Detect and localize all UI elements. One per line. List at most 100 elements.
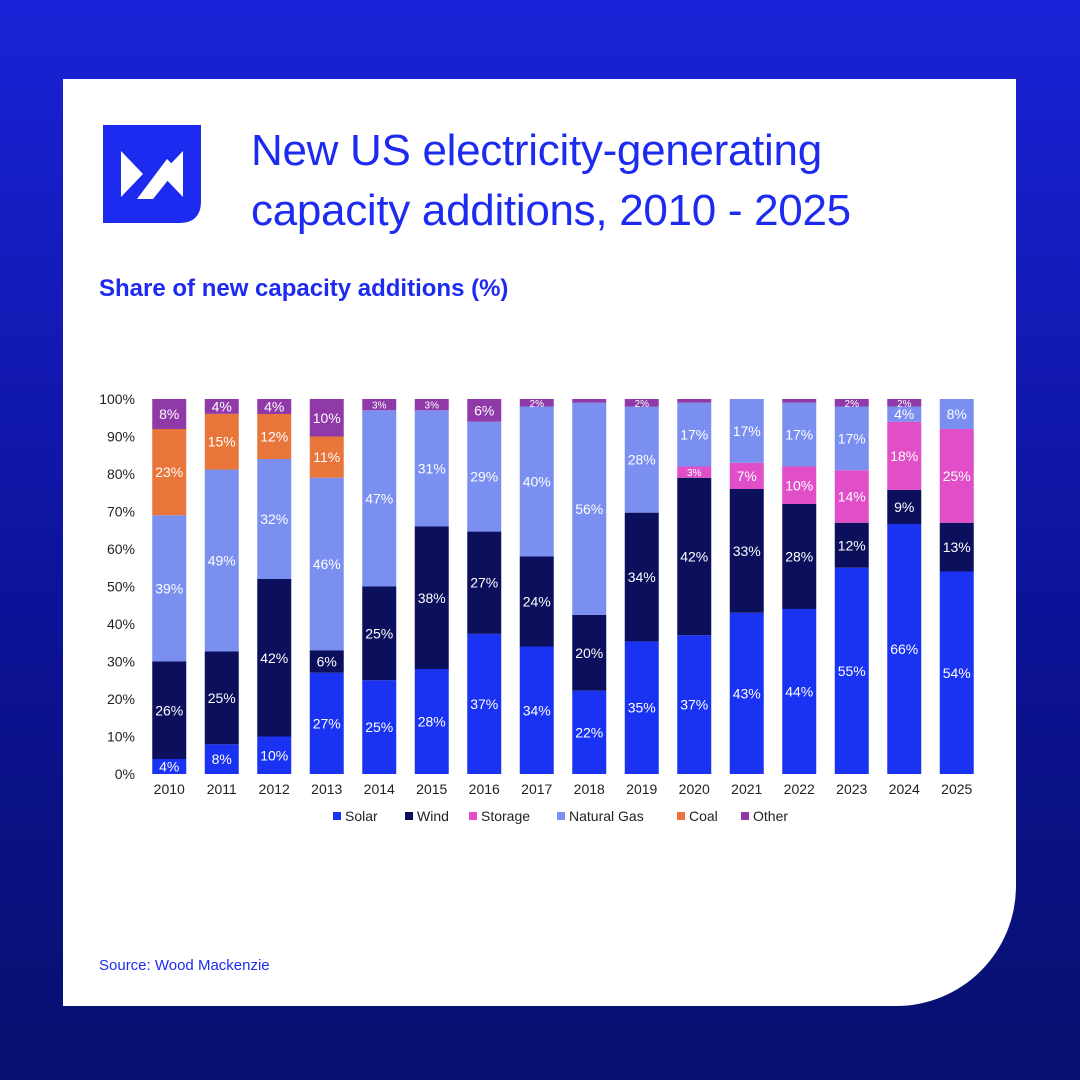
bar-other-2013 [309,399,344,437]
data-label: 4% [264,399,284,415]
data-label: 4% [894,406,914,422]
data-label: 12% [260,429,288,445]
data-label: 10% [313,410,341,426]
bar-natural-gas-2024 [887,406,922,422]
bar-natural-gas-2014 [362,410,397,587]
bar-wind-2025 [939,522,974,572]
data-label: 40% [523,474,551,490]
bar-other-2014 [362,399,397,411]
bar-natural-gas-2022 [782,402,817,467]
data-label: 9% [894,499,914,515]
bar-natural-gas-2015 [414,410,449,527]
y-tick-label: 90% [107,429,135,445]
data-label: 46% [313,556,341,572]
content-card: New US electricity-generating capacity a… [63,79,1016,1006]
y-tick-label: 0% [115,766,135,782]
bar-solar-2014 [362,680,397,774]
bar-wind-2013 [309,650,344,673]
chart-subtitle: Share of new capacity additions (%) [99,275,509,302]
x-tick-label: 2013 [311,781,342,797]
data-label: 15% [208,434,236,450]
data-label: 22% [575,724,603,740]
bar-wind-2016 [467,531,502,634]
bar-wind-2010 [152,661,187,759]
x-tick-label: 2019 [626,781,657,797]
bar-other-2019 [624,399,659,407]
legend-label: Natural Gas [569,808,644,824]
data-label: 20% [575,645,603,661]
data-label: 28% [628,452,656,468]
data-label: 8% [159,406,179,422]
data-label: 25% [365,719,393,735]
data-label: 3% [687,468,702,479]
bar-natural-gas-2018 [572,402,607,615]
legend-label: Solar [345,808,378,824]
title-line-1: New US electricity-generating [251,126,822,175]
data-label: 25% [208,690,236,706]
x-tick-label: 2025 [941,781,972,797]
bar-solar-2016 [467,633,502,774]
bar-solar-2013 [309,672,344,774]
data-label: 4% [159,759,179,775]
bar-other-2024 [887,399,922,407]
data-label: 33% [733,543,761,559]
data-label: 32% [260,511,288,527]
page-title: New US electricity-generating capacity a… [251,121,851,241]
bar-wind-2019 [624,512,659,642]
legend-label: Coal [689,808,718,824]
data-label: 27% [313,715,341,731]
bar-other-2010 [152,399,187,429]
bar-solar-2011 [204,744,239,774]
data-label: 66% [890,641,918,657]
data-label: 55% [838,663,866,679]
bar-solar-2021 [729,612,764,774]
bar-solar-2020 [677,635,712,774]
legend-label: Storage [481,808,530,824]
y-tick-label: 60% [107,541,135,557]
data-label: 2% [635,399,650,410]
data-label: 7% [737,468,757,484]
bar-wind-2024 [887,489,922,524]
bar-storage-2025 [939,429,974,523]
legend-swatch-other [741,812,749,820]
bar-other-2017 [519,399,554,407]
x-tick-label: 2012 [259,781,290,797]
data-label: 49% [208,553,236,569]
bar-natural-gas-2019 [624,406,659,513]
data-label: 44% [785,684,813,700]
data-label: 43% [733,685,761,701]
bar-natural-gas-2021 [729,399,764,463]
bar-natural-gas-2012 [257,459,292,579]
data-label: 13% [943,539,971,555]
wood-mackenzie-logo-icon [103,125,201,223]
y-tick-label: 100% [99,391,135,407]
x-tick-label: 2017 [521,781,552,797]
bar-natural-gas-2025 [939,399,974,429]
bar-natural-gas-2011 [204,469,239,652]
data-label: 31% [418,460,446,476]
bar-solar-2022 [782,609,817,774]
data-label: 25% [943,468,971,484]
data-label: 6% [474,402,494,418]
bar-storage-2021 [729,462,764,489]
title-line-2: capacity additions, 2010 - 2025 [251,186,851,235]
data-label: 23% [155,464,183,480]
data-label: 28% [785,549,813,565]
bar-other-2016 [467,399,502,422]
data-label: 37% [680,697,708,713]
bar-solar-2024 [887,524,922,774]
bar-wind-2011 [204,651,239,745]
bar-wind-2014 [362,586,397,681]
data-label: 3% [425,401,440,412]
bar-storage-2023 [834,470,869,523]
x-tick-label: 2016 [469,781,500,797]
legend-swatch-storage [469,812,477,820]
legend-label: Wind [417,808,449,824]
bar-wind-2023 [834,522,869,568]
x-tick-label: 2014 [364,781,395,797]
bar-other-2018 [572,399,607,403]
bar-natural-gas-2013 [309,477,344,651]
bar-wind-2017 [519,556,554,647]
bar-other-2023 [834,399,869,407]
y-tick-label: 50% [107,579,135,595]
